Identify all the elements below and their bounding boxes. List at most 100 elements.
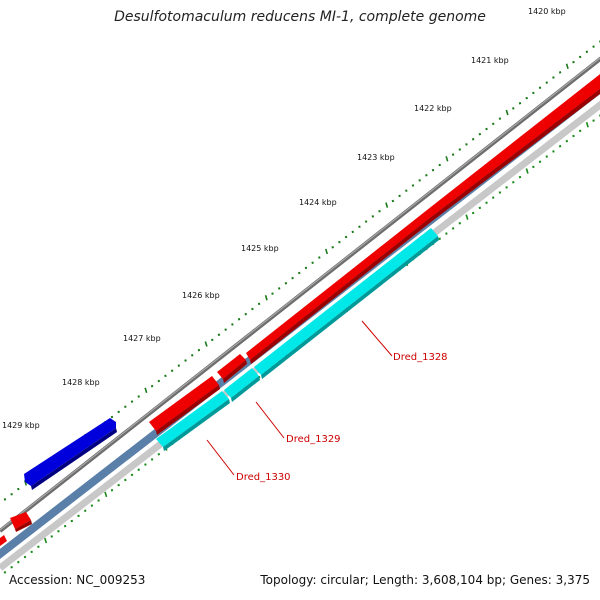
ruler-minor-tick — [177, 364, 181, 367]
ruler-minor-tick — [318, 256, 321, 259]
ruler-minor-tick — [411, 184, 415, 187]
cyan-track — [156, 228, 439, 451]
ruler-minor-tick — [425, 174, 428, 177]
ruler-major-tick — [445, 156, 449, 162]
ruler-minor-tick — [164, 374, 167, 378]
ruler-minor-tick — [451, 153, 455, 156]
ruler-label: 1423 kbp — [357, 153, 395, 162]
cyan-segment-dred-1330-shadow — [163, 399, 230, 451]
ruler-minor-tick — [532, 91, 535, 95]
ruler-minor-tick — [170, 369, 174, 372]
reverse-cds-track — [24, 418, 117, 490]
ruler-major-tick — [385, 202, 389, 208]
inner-ruler-minor-tick — [451, 227, 455, 230]
inner-ruler-minor-tick — [30, 550, 33, 554]
ruler-minor-tick — [17, 487, 20, 491]
inner-ruler-minor-tick — [57, 530, 60, 533]
leader-line-dred-1330 — [206, 439, 235, 476]
inner-ruler-minor-tick — [77, 514, 80, 518]
ruler-minor-tick — [578, 55, 582, 59]
cyan-segment-dred-1329[interactable] — [224, 368, 259, 398]
ruler-minor-tick — [277, 287, 281, 290]
inner-ruler-minor-tick — [565, 139, 569, 143]
ruler-minor-tick — [431, 168, 435, 172]
leader-line-dred-1328 — [361, 320, 393, 357]
inner-ruler-major-tick — [104, 491, 108, 498]
inner-ruler-minor-tick — [10, 565, 13, 569]
gene-segment-small-left[interactable] — [10, 512, 31, 529]
ruler-minor-tick — [150, 384, 154, 388]
ruler-minor-tick — [585, 50, 589, 54]
ruler-major-tick — [505, 109, 509, 116]
inner-ruler-major-tick — [44, 537, 48, 544]
ruler-minor-tick — [498, 117, 502, 120]
inner-ruler-minor-tick — [37, 545, 40, 548]
ruler-minor-tick — [558, 71, 562, 74]
ruler-minor-tick — [271, 292, 274, 295]
ruler-minor-tick — [251, 307, 254, 311]
ruler-major-tick — [264, 294, 268, 301]
ruler-major-tick — [565, 63, 569, 69]
ruler-minor-tick — [438, 163, 441, 167]
ruler-label: 1427 kbp — [123, 334, 161, 343]
leader-line-dred-1329 — [255, 401, 285, 439]
gene-segment-dred-1328-shadow — [250, 89, 600, 364]
ruler-minor-tick — [110, 415, 114, 419]
inner-ruler-minor-tick — [438, 237, 441, 240]
ruler-minor-tick — [398, 194, 401, 198]
inner-ruler-minor-tick — [485, 201, 488, 205]
gene-segment-dred-1329[interactable] — [217, 354, 246, 379]
cyan-segment-dred-1330[interactable] — [156, 391, 229, 447]
inner-ruler-minor-tick — [552, 150, 555, 153]
gene-label-dred-1329[interactable]: Dred_1329 — [286, 434, 341, 445]
genome-backbone-highlight — [0, 57, 600, 531]
inner-ruler-minor-tick — [558, 145, 562, 148]
ruler-minor-tick — [538, 86, 542, 90]
ruler-label: 1424 kbp — [299, 198, 337, 207]
ruler-minor-tick — [191, 354, 194, 357]
ruler-minor-tick — [3, 498, 7, 501]
gene-label-dred-1328[interactable]: Dred_1328 — [393, 352, 448, 363]
ruler-minor-tick — [311, 261, 314, 264]
inner-ruler-major-tick — [585, 122, 589, 128]
inner-ruler-minor-tick — [83, 509, 87, 513]
forward-cds-track — [0, 71, 600, 546]
gene-segment-edge-left — [0, 535, 7, 546]
ruler-minor-tick — [471, 138, 475, 141]
inner-ruler-minor-tick — [545, 155, 548, 158]
ruler-minor-tick — [197, 348, 201, 352]
gene-segment-dred-1328-long[interactable] — [246, 71, 600, 360]
ruler-minor-tick — [371, 215, 375, 218]
ruler-minor-tick — [284, 282, 288, 285]
cyan-segment-dred-1328-shadow — [261, 236, 439, 379]
ruler-minor-tick — [244, 312, 247, 316]
inner-ruler-major-tick — [525, 168, 529, 174]
ruler-major-tick — [204, 341, 208, 347]
ruler-label: 1429 kbp — [2, 421, 40, 430]
cyan-segment-dred-1328[interactable] — [254, 228, 438, 375]
ruler-minor-tick — [364, 220, 368, 223]
ruler-major-tick — [144, 387, 148, 394]
inner-ruler-minor-tick — [23, 555, 27, 559]
ruler-minor-tick — [224, 328, 227, 331]
ruler-label: 1426 kbp — [182, 291, 220, 300]
ruler-major-tick — [324, 248, 329, 255]
cyan-segment-dred-1329-shadow — [231, 376, 260, 402]
inner-ruler-minor-tick — [458, 222, 462, 225]
ruler-minor-tick — [211, 338, 214, 342]
inner-ruler-minor-tick — [90, 504, 94, 507]
inner-ruler-minor-tick — [144, 463, 147, 466]
gene-segment-dred-1330[interactable] — [149, 376, 219, 431]
gene-segment-dred-1329-shadow — [223, 360, 247, 383]
inner-ruler-minor-tick — [157, 453, 161, 456]
inner-ruler-minor-tick — [117, 483, 120, 487]
reverse-gene-segment[interactable] — [24, 418, 116, 486]
ruler-minor-tick — [157, 379, 161, 383]
ruler-minor-tick — [358, 225, 361, 228]
inner-ruler-minor-tick — [578, 129, 582, 133]
ruler-minor-tick — [117, 410, 120, 414]
inner-ruler-minor-tick — [505, 186, 508, 189]
gene-label-dred-1330[interactable]: Dred_1330 — [236, 472, 291, 483]
